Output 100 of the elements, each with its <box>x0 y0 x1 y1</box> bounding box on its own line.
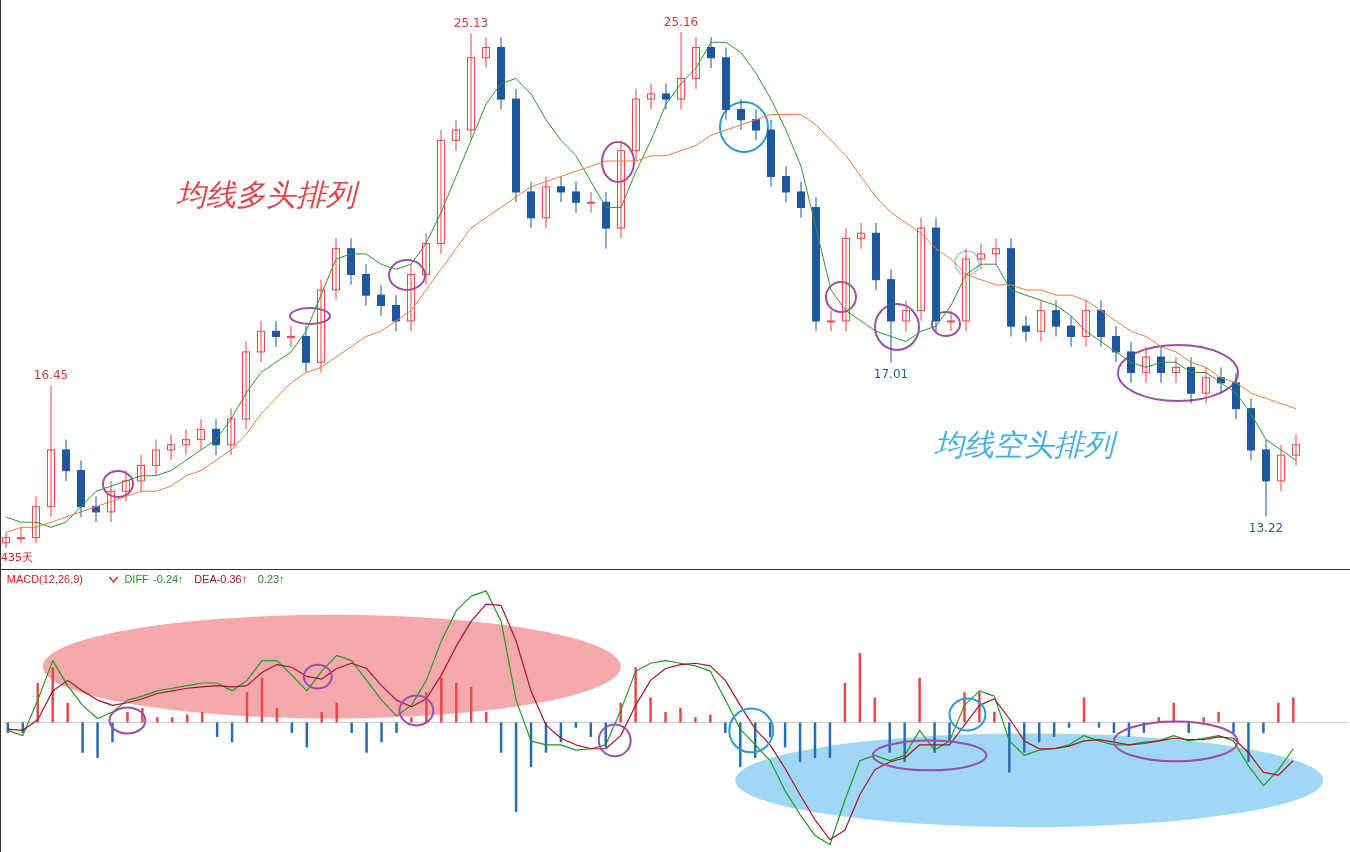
candlestick <box>422 232 430 286</box>
bar <box>664 711 667 723</box>
annotation: 均线空头排列 <box>934 427 1118 462</box>
candlestick <box>782 165 790 203</box>
bar <box>440 677 443 723</box>
candlestick <box>1127 341 1135 384</box>
candlestick <box>1082 299 1090 348</box>
bar <box>1067 722 1071 728</box>
candlestick <box>857 222 865 250</box>
bar <box>1292 697 1295 723</box>
bar <box>365 722 368 753</box>
bar <box>1097 722 1101 728</box>
candlestick <box>1172 356 1180 384</box>
candlestick <box>197 418 205 451</box>
candlestick <box>182 428 190 456</box>
bar <box>724 722 727 733</box>
candlestick <box>227 408 235 456</box>
bar <box>649 697 652 723</box>
bar <box>993 711 996 723</box>
bar <box>679 707 682 723</box>
candlestick <box>1067 315 1075 348</box>
candlestick <box>407 263 415 332</box>
bar <box>126 711 129 723</box>
candlestick <box>1202 366 1210 405</box>
bar <box>66 702 69 723</box>
bar <box>709 714 712 723</box>
candlestick <box>842 227 850 332</box>
candlestick <box>1157 346 1165 384</box>
candlestick <box>92 495 100 523</box>
candlestick <box>902 299 910 332</box>
candlestick <box>377 284 385 317</box>
bar <box>1247 722 1250 762</box>
candlestick <box>242 341 250 430</box>
candlestick <box>647 83 655 110</box>
candlestick <box>632 88 640 162</box>
candlestick <box>587 191 595 214</box>
bar <box>1202 717 1205 723</box>
candlestick <box>107 480 115 523</box>
candlestick <box>62 439 70 482</box>
candlestick <box>737 98 745 131</box>
candlestick <box>17 526 25 544</box>
candlestick <box>662 83 670 110</box>
candlestick <box>1037 299 1045 343</box>
bar <box>1262 722 1265 733</box>
candlestick <box>752 108 760 141</box>
candlestick <box>152 439 160 477</box>
candlestick <box>962 248 970 332</box>
candlestick <box>617 139 625 239</box>
bar <box>694 717 697 723</box>
candlestick <box>542 175 550 229</box>
candlestick <box>137 454 145 492</box>
bar <box>455 683 458 723</box>
bar <box>1008 722 1011 773</box>
candlestick <box>332 237 340 301</box>
candlestick <box>437 129 445 255</box>
bar <box>81 722 84 753</box>
candlestick <box>692 36 700 90</box>
candlestick <box>1022 315 1030 343</box>
chart-title: MACD(12,26,9) <box>6 572 83 585</box>
candlestick <box>1142 346 1150 384</box>
candlestick <box>272 320 280 348</box>
candlestick <box>1112 325 1120 363</box>
candlestick <box>392 294 400 332</box>
candlestick <box>47 384 55 518</box>
candlestick <box>797 181 805 219</box>
candlestick <box>317 279 325 374</box>
candlestick <box>452 119 460 152</box>
candlestick <box>677 31 685 110</box>
text: DIFF <box>124 572 150 585</box>
bar <box>350 722 353 733</box>
candlestick <box>32 495 40 544</box>
candlestick <box>287 325 295 348</box>
text: DEA <box>194 572 218 585</box>
candlestick <box>1292 433 1300 466</box>
candlestick <box>917 217 925 322</box>
bar <box>888 722 891 753</box>
candlestick <box>482 36 490 69</box>
annotation: 13.22 <box>1248 520 1284 535</box>
text: 0.23↑ <box>257 572 285 585</box>
candlestick <box>992 237 1000 265</box>
text: 435天 <box>1 551 33 564</box>
bar <box>1232 722 1235 733</box>
bar <box>335 702 338 723</box>
annotation: 均线多头排列 <box>176 177 360 212</box>
candlestick <box>1052 299 1060 337</box>
bar <box>1023 722 1026 753</box>
bar <box>171 717 174 723</box>
text: -0.24↑ <box>153 572 184 585</box>
candlestick <box>572 181 580 214</box>
candlestick <box>1277 444 1285 492</box>
bar <box>410 717 413 723</box>
bar <box>1172 702 1175 723</box>
bar <box>1217 711 1220 723</box>
annotation: 16.45 <box>33 368 69 383</box>
candlestick <box>362 263 370 306</box>
text: -0.36↑ <box>216 572 248 585</box>
candlestick <box>707 36 715 69</box>
bar <box>574 722 578 728</box>
bar <box>918 677 921 723</box>
bar <box>156 717 159 723</box>
